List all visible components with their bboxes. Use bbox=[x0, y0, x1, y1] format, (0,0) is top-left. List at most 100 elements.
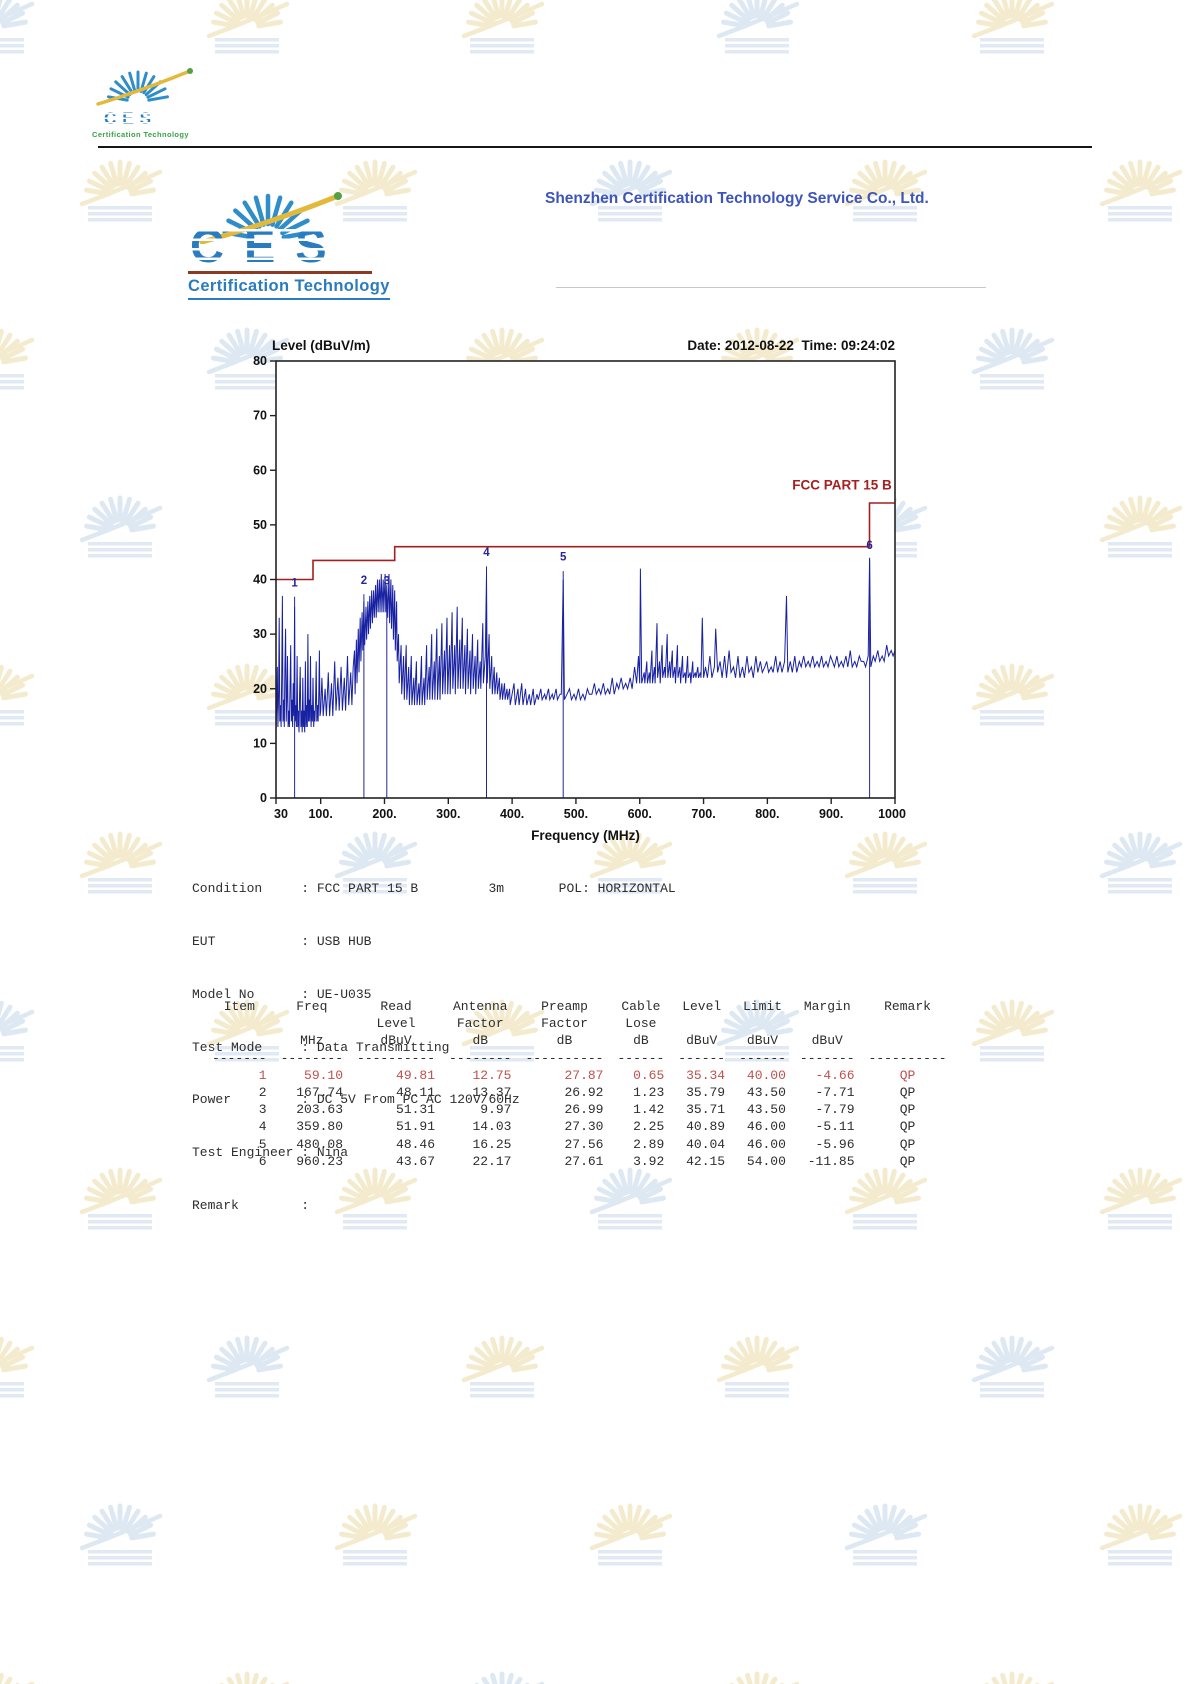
table-cell: 359.80 bbox=[296, 1119, 344, 1135]
ces-logo-large: CES Certification Technology bbox=[186, 178, 401, 300]
watermark-sun-icon bbox=[334, 159, 418, 222]
table-cell: 54.00 bbox=[746, 1153, 786, 1169]
table-cell: QP bbox=[899, 1119, 916, 1135]
x-tick-label: 500. bbox=[564, 807, 588, 821]
condition-line: Power : DC 5V From PC AC 120V/60Hz bbox=[192, 1092, 520, 1108]
watermark-sun-icon bbox=[716, 1335, 800, 1398]
table-cell: 40.04 bbox=[686, 1136, 726, 1152]
table-dash-cell: -------- bbox=[280, 1050, 344, 1066]
table-cell: QP bbox=[899, 1153, 916, 1169]
table-cell: 51.91 bbox=[396, 1119, 436, 1135]
y-tick-label: 40 bbox=[253, 573, 267, 587]
table-header-cell bbox=[205, 1015, 274, 1032]
watermark-sun-icon bbox=[0, 1672, 35, 1684]
table-cell: 27.61 bbox=[564, 1153, 604, 1169]
x-tick-label: 300. bbox=[436, 807, 460, 821]
table-dash-cell: ------ bbox=[678, 1050, 726, 1066]
table-cell: -5.11 bbox=[815, 1119, 855, 1135]
watermark-sun-icon bbox=[79, 495, 163, 558]
y-tick-label: 60 bbox=[253, 463, 267, 477]
watermark-sun-icon bbox=[589, 831, 673, 894]
watermark-sun-icon bbox=[971, 663, 1055, 726]
table-cell: 42.15 bbox=[686, 1153, 726, 1169]
watermark-sun-icon bbox=[461, 1335, 545, 1398]
results-table: Item Freq Read Antenna Preamp Cable Level Limit… bbox=[205, 998, 954, 1170]
watermark-sun-icon bbox=[844, 159, 928, 222]
y-tick-label: 10 bbox=[253, 736, 267, 750]
watermark-sun-icon bbox=[206, 663, 290, 726]
ces-logo-text: CES bbox=[104, 109, 157, 128]
table-dash-cell: -------- bbox=[449, 1050, 512, 1066]
y-tick-label: 80 bbox=[253, 354, 267, 368]
table-header-row: Item Freq Read Antenna Preamp Cable Level Limit… bbox=[205, 998, 954, 1015]
table-cell: 14.03 bbox=[472, 1119, 512, 1135]
x-tick-label: 600. bbox=[628, 807, 652, 821]
watermark-sun-icon bbox=[1099, 1167, 1183, 1230]
table-header-cell bbox=[671, 1015, 732, 1032]
watermark-sun-icon bbox=[461, 999, 545, 1062]
watermark-sun-icon bbox=[716, 0, 800, 54]
header-subrule bbox=[556, 287, 986, 288]
x-tick-label: 30 bbox=[274, 807, 288, 821]
watermark-sun-icon bbox=[79, 159, 163, 222]
table-cell: 13.37 bbox=[472, 1085, 512, 1101]
x-axis-title: Frequency (MHz) bbox=[531, 828, 640, 843]
table-header-cell: Antenna bbox=[452, 999, 508, 1014]
table-row: 2 167.74 48.11 13.37 26.92 1.23 35.79 43.50 -7.7… bbox=[205, 1084, 954, 1101]
table-cell: 480.08 bbox=[296, 1136, 344, 1152]
table-cell: 26.99 bbox=[564, 1102, 604, 1118]
table-header-cell: Cable bbox=[621, 999, 661, 1014]
table-cell: 1.23 bbox=[633, 1085, 665, 1101]
table-header-row: MHz dBuV dB dB dB dBuV dBuV dBuV bbox=[205, 1032, 954, 1049]
table-header-cell: dBuV bbox=[380, 1033, 412, 1049]
table-header-cell: Read bbox=[380, 999, 412, 1014]
watermark-sun-icon bbox=[206, 1335, 290, 1398]
table-header-row: Level Factor Factor Lose bbox=[205, 1015, 954, 1032]
table-cell: 2.89 bbox=[633, 1136, 665, 1152]
watermark-sun-icon bbox=[1099, 1503, 1183, 1566]
emission-spectrum-chart: 0 10 20 30 40 50 60 70 80 30 100. 200. 300. 400. 500. 6… bbox=[253, 338, 906, 843]
watermark-sun-icon bbox=[1099, 159, 1183, 222]
x-tick-label: 100. bbox=[308, 807, 332, 821]
table-row: 1 59.10 49.81 12.75 27.87 0.65 35.34 40.00 -4.66… bbox=[205, 1067, 954, 1084]
marker-number: 1 bbox=[291, 577, 298, 589]
table-cell: -11.85 bbox=[807, 1153, 855, 1169]
watermark-sun-icon bbox=[0, 0, 35, 54]
x-tick-label: 900. bbox=[819, 807, 843, 821]
table-header-cell: MHz bbox=[300, 1033, 324, 1049]
table-header-cell bbox=[793, 1015, 862, 1032]
table-cell: 49.81 bbox=[396, 1067, 436, 1083]
watermark-sun-icon bbox=[474, 1671, 545, 1684]
table-cell: 1.42 bbox=[633, 1102, 665, 1118]
limit-line-label: FCC PART 15 B bbox=[792, 477, 892, 492]
y-tick-label: 20 bbox=[253, 682, 267, 696]
table-header-cell: dB bbox=[633, 1033, 649, 1049]
table-cell: 27.56 bbox=[564, 1136, 604, 1152]
table-cell: 51.31 bbox=[396, 1102, 436, 1118]
marker-number: 4 bbox=[483, 547, 490, 559]
watermark-sun-icon bbox=[716, 999, 800, 1062]
table-cell: 167.74 bbox=[296, 1085, 344, 1101]
table-cell: 203.63 bbox=[296, 1102, 344, 1118]
x-tick-label: 1000 bbox=[878, 807, 906, 821]
table-cell: -4.66 bbox=[815, 1067, 855, 1083]
y-tick-label: 70 bbox=[253, 409, 267, 423]
table-cell: 46.00 bbox=[746, 1119, 786, 1135]
table-header-cell: Level bbox=[376, 1016, 416, 1032]
table-cell: 43.50 bbox=[746, 1102, 786, 1118]
table-row: 4 359.80 51.91 14.03 27.30 2.25 40.89 46.00 -5.1… bbox=[205, 1118, 954, 1135]
y-tick-label: 50 bbox=[253, 518, 267, 532]
table-cell: 59.10 bbox=[304, 1067, 344, 1083]
watermark-sun-icon bbox=[334, 1503, 418, 1566]
table-row: 5 480.08 48.46 16.25 27.56 2.89 40.04 46.00 -5.9… bbox=[205, 1136, 954, 1153]
ces-logo-text-large: CES bbox=[190, 219, 347, 272]
condition-line: EUT : USB HUB bbox=[192, 933, 372, 949]
table-cell: 9.97 bbox=[480, 1102, 512, 1118]
plot-area bbox=[276, 361, 895, 798]
watermark-sun-icon bbox=[971, 1335, 1055, 1398]
marker-number: 5 bbox=[560, 552, 567, 564]
watermark-sun-icon bbox=[589, 159, 673, 222]
table-cell: 40.89 bbox=[686, 1119, 726, 1135]
marker-number: 2 bbox=[361, 575, 367, 587]
